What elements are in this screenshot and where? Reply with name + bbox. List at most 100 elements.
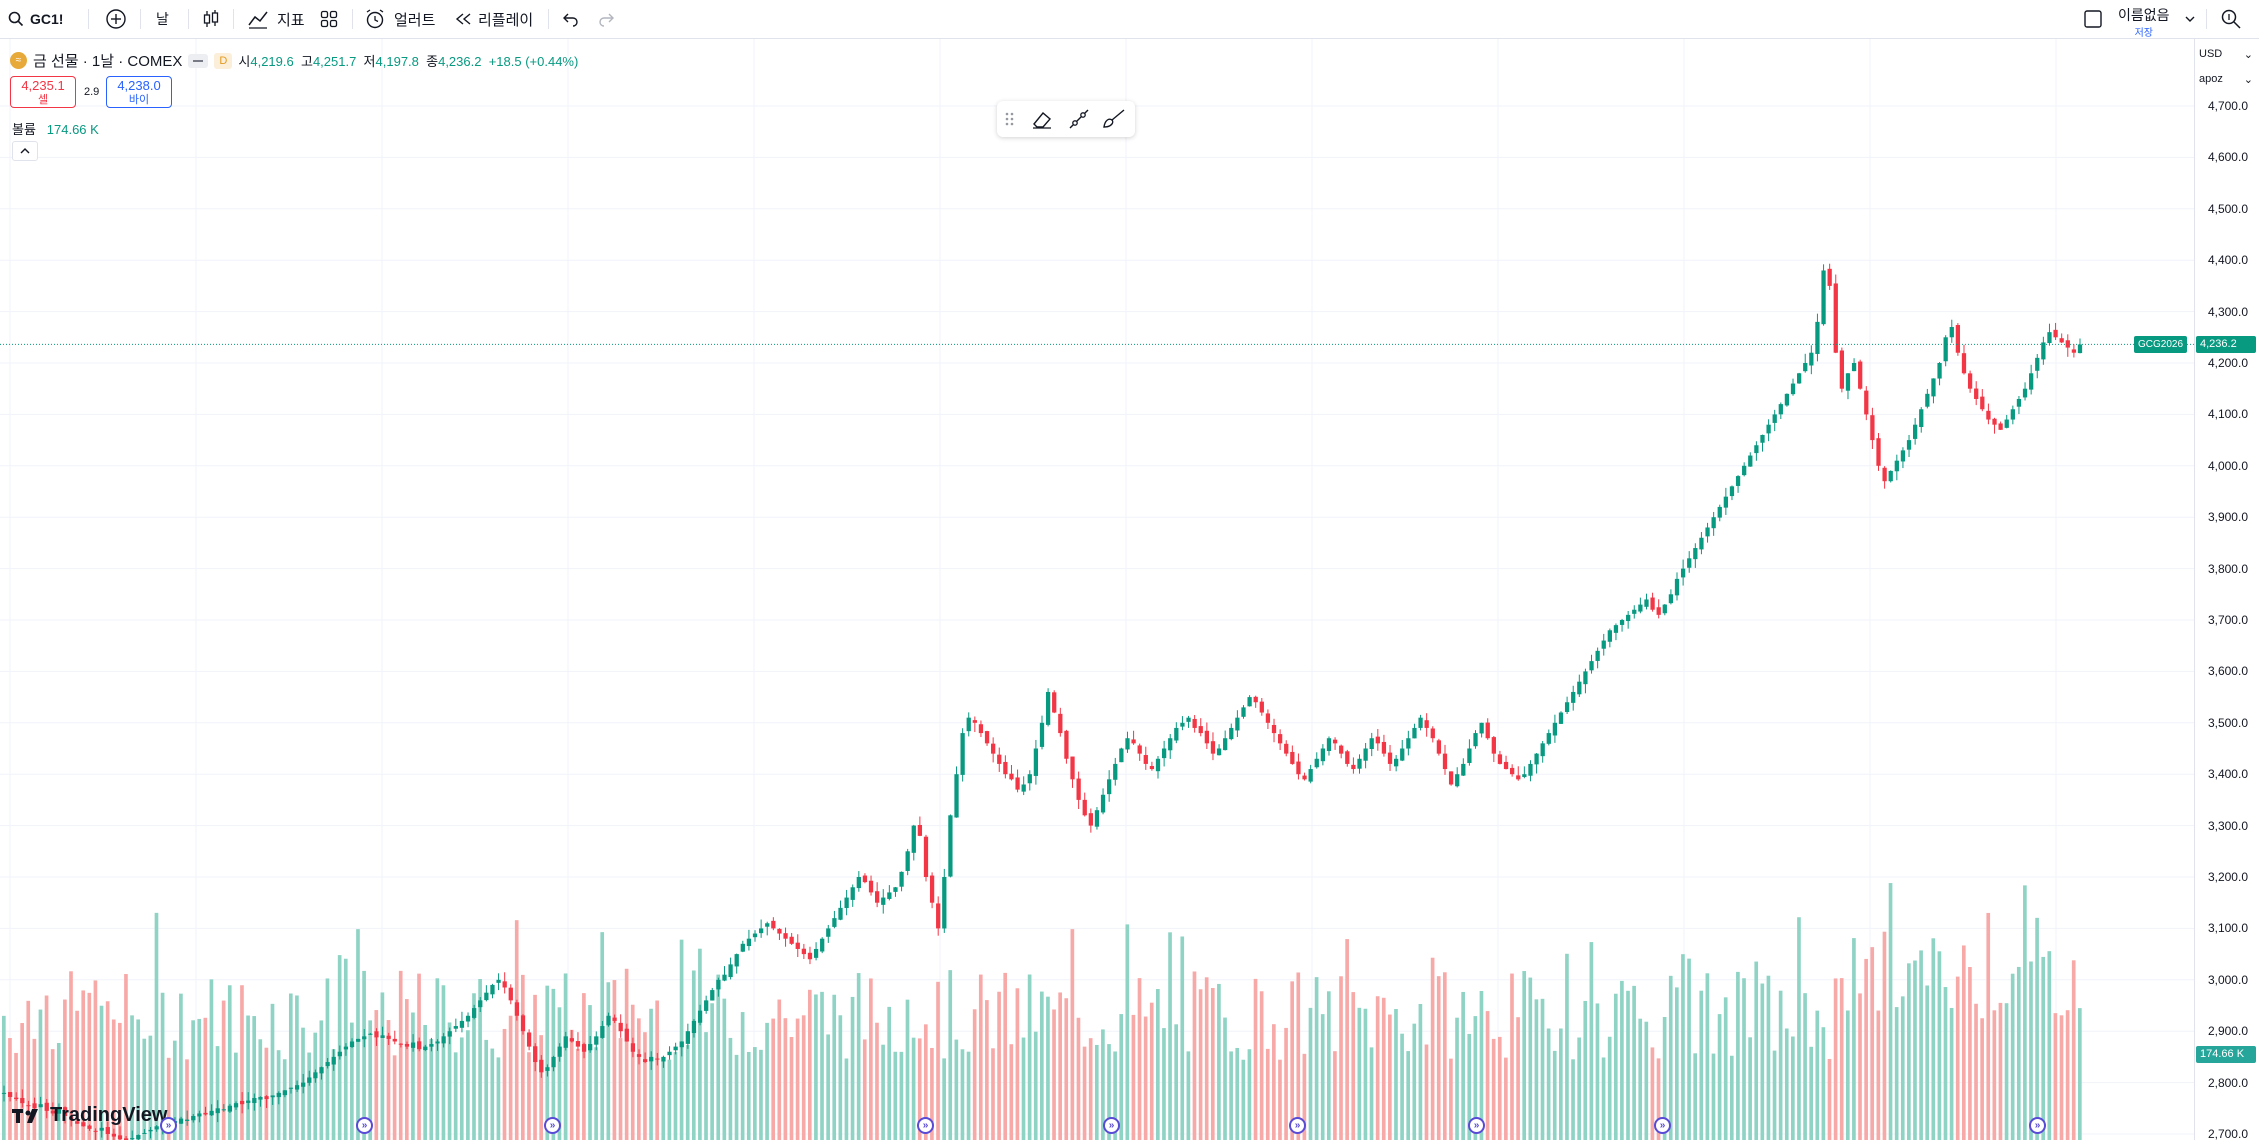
currency-select[interactable]: USD ⌄	[2199, 48, 2257, 61]
candle	[1351, 757, 1356, 774]
volume-bar	[1168, 932, 1172, 1140]
eraser-icon[interactable]	[1030, 107, 1054, 131]
volume-bar	[1015, 988, 1020, 1140]
volume-bar	[1784, 1028, 1789, 1140]
volume-bar	[1540, 998, 1545, 1140]
candle	[514, 999, 520, 1021]
volume-bar	[1058, 992, 1062, 1140]
event-marker-icon[interactable]: »	[356, 1117, 373, 1134]
trend-line-icon[interactable]	[1067, 107, 1091, 131]
event-marker-icon[interactable]: »	[544, 1117, 561, 1134]
event-marker-icon[interactable]: »	[1289, 1117, 1306, 1134]
volume-bar	[252, 1016, 257, 1140]
volume-bar	[459, 1037, 464, 1140]
candle	[1607, 628, 1612, 648]
replay-button[interactable]: 리플레이	[454, 0, 533, 38]
volume-bar	[1937, 951, 1942, 1140]
event-marker-icon[interactable]: »	[1468, 1117, 1485, 1134]
candle	[478, 997, 483, 1013]
volume-bar	[1174, 1024, 1178, 1140]
volume-bar	[380, 992, 385, 1140]
candle	[154, 1125, 159, 1132]
candle	[1503, 755, 1509, 770]
brush-icon[interactable]	[1101, 107, 1127, 131]
volume-bar	[612, 980, 617, 1140]
volume-bar	[1717, 1014, 1722, 1140]
price-tick-label: 4,600.0	[2207, 150, 2248, 165]
candle	[899, 871, 904, 892]
candle	[447, 1027, 452, 1045]
quick-search-button[interactable]	[2220, 0, 2242, 38]
volume-bar	[1082, 1046, 1087, 1140]
chart-type-button[interactable]	[201, 0, 221, 38]
candle	[337, 1045, 342, 1060]
volume-bar	[1516, 1017, 1520, 1140]
templates-button[interactable]	[320, 0, 338, 38]
market-status-icon[interactable]	[188, 53, 209, 68]
event-marker-icon[interactable]: »	[1103, 1117, 1120, 1134]
candle	[99, 1122, 104, 1138]
volume-bar	[1632, 985, 1636, 1140]
layout-name: 이름없음	[2118, 7, 2170, 23]
candle	[1680, 559, 1686, 586]
change-value: +18.5 (+0.44%)	[488, 54, 579, 69]
layout-checkbox[interactable]	[2083, 0, 2103, 38]
volume-bar	[472, 993, 476, 1140]
symbol-title[interactable]: 금 선물 · 1날 · COMEX	[33, 53, 183, 70]
collapse-legend-button[interactable]	[12, 141, 38, 161]
layout-name-button[interactable]: 이름없음 저장	[2118, 5, 2170, 39]
volume-bar	[1449, 1058, 1453, 1140]
sell-button[interactable]: 4,235.1 셀	[10, 76, 76, 108]
volume-bar	[1772, 1050, 1777, 1140]
tradingview-logo[interactable]: TradingView	[12, 1104, 167, 1127]
candle	[1870, 407, 1875, 449]
volume-bar	[704, 1032, 708, 1140]
candle	[1375, 728, 1380, 751]
delayed-badge[interactable]: D	[214, 52, 233, 69]
candle	[178, 1116, 184, 1125]
candle	[844, 889, 849, 916]
volume-bar	[331, 1049, 336, 1140]
drag-handle-icon[interactable]	[1003, 109, 1017, 129]
scale-mode-select[interactable]: apoz ⌄	[2199, 73, 2257, 86]
compare-symbol-button[interactable]	[105, 0, 127, 38]
volume-bar	[1088, 1038, 1093, 1140]
event-marker-icon[interactable]: »	[917, 1117, 934, 1134]
candle	[594, 1031, 599, 1051]
volume-bar	[246, 1015, 250, 1140]
candle	[148, 1127, 153, 1139]
candle	[1131, 730, 1136, 745]
volume-bar	[673, 1052, 678, 1140]
volume-bar	[649, 1008, 653, 1140]
candle	[868, 875, 874, 896]
buy-button[interactable]: 4,238.0 바이	[106, 76, 172, 108]
event-marker-icon[interactable]: »	[2029, 1117, 2046, 1134]
volume-bar	[1980, 1018, 1984, 1140]
undo-button[interactable]	[561, 0, 579, 38]
symbol-search-button[interactable]: GC1!	[8, 0, 63, 38]
indicators-button[interactable]: 지표	[247, 0, 305, 38]
volume-bar	[63, 999, 67, 1140]
alert-button[interactable]: 얼러트	[364, 0, 435, 38]
volume-bar	[972, 1009, 977, 1140]
price-chart[interactable]	[0, 39, 2194, 1145]
price-scale[interactable]: USD ⌄ apoz ⌄ 4,700.0 4,600.0 4,500.0 4,400.…	[2194, 39, 2259, 1141]
candle	[1796, 372, 1802, 384]
candle	[282, 1090, 288, 1098]
volume-bar	[490, 1048, 495, 1140]
candle	[69, 1110, 74, 1127]
layout-menu-chevron[interactable]	[2185, 0, 2195, 38]
interval-button[interactable]: 날	[156, 11, 169, 27]
volume-bar	[1253, 978, 1258, 1140]
volume-bar	[1839, 978, 1844, 1140]
candle	[972, 716, 977, 733]
candle	[1491, 736, 1496, 763]
volume-bar	[2016, 966, 2021, 1140]
candle	[1, 1085, 7, 1102]
candle	[1186, 715, 1191, 728]
candle	[1552, 714, 1558, 743]
event-marker-icon[interactable]: »	[1654, 1117, 1671, 1134]
event-marker-icon[interactable]: »	[160, 1117, 177, 1134]
chart-pane[interactable]	[0, 39, 2194, 1145]
redo-button[interactable]	[598, 0, 616, 38]
